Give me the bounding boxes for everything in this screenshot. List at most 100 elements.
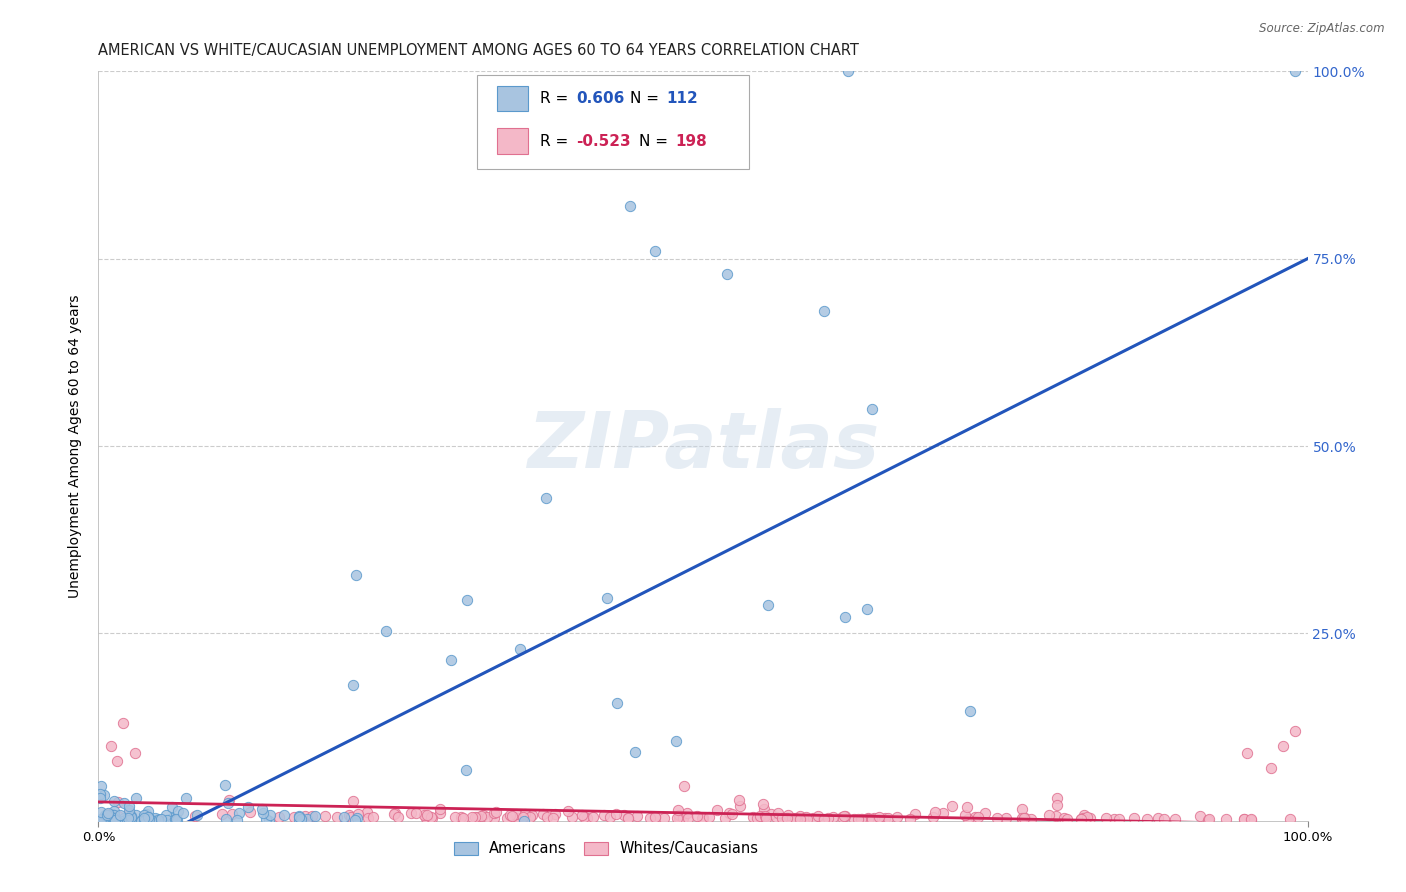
Point bbox=[103, 812, 125, 826]
Point bbox=[165, 812, 187, 826]
Point bbox=[1236, 746, 1258, 760]
Point bbox=[1146, 811, 1168, 825]
Point bbox=[665, 734, 688, 748]
Point bbox=[499, 808, 522, 822]
Point bbox=[416, 808, 439, 822]
Point bbox=[617, 811, 640, 825]
Point bbox=[1215, 812, 1237, 826]
Point bbox=[250, 802, 273, 816]
Point bbox=[513, 814, 536, 828]
Point bbox=[904, 806, 927, 821]
Point bbox=[477, 810, 499, 824]
Point bbox=[742, 810, 765, 824]
Point bbox=[186, 807, 208, 822]
Point bbox=[592, 808, 614, 822]
Point bbox=[713, 812, 735, 826]
Point bbox=[1070, 812, 1092, 826]
Point bbox=[817, 811, 839, 825]
Point bbox=[956, 800, 979, 814]
Point bbox=[844, 812, 866, 826]
Point bbox=[290, 813, 312, 827]
Point bbox=[100, 807, 122, 822]
Point bbox=[644, 810, 666, 824]
Point bbox=[172, 806, 194, 821]
Point bbox=[221, 807, 243, 822]
Point bbox=[160, 811, 183, 825]
Point bbox=[301, 809, 323, 823]
Point bbox=[252, 805, 274, 820]
Point bbox=[160, 800, 183, 814]
Point bbox=[94, 807, 117, 822]
Point bbox=[1038, 808, 1060, 822]
Point bbox=[875, 811, 897, 825]
Point bbox=[257, 814, 280, 828]
Point bbox=[125, 808, 148, 822]
Point bbox=[856, 812, 879, 826]
Point bbox=[832, 808, 855, 822]
Point bbox=[638, 811, 661, 825]
Point bbox=[534, 491, 557, 506]
Point bbox=[596, 591, 619, 606]
Point bbox=[337, 808, 360, 822]
Point bbox=[571, 807, 593, 822]
Point bbox=[118, 806, 141, 821]
Point bbox=[900, 812, 922, 826]
Point bbox=[866, 812, 889, 826]
Point bbox=[456, 593, 478, 607]
Point bbox=[813, 304, 835, 318]
Point bbox=[453, 811, 475, 825]
Point bbox=[801, 811, 824, 825]
Point bbox=[115, 814, 138, 828]
Point bbox=[90, 805, 112, 820]
Point bbox=[103, 811, 125, 825]
Point bbox=[165, 812, 187, 826]
Point bbox=[1240, 813, 1263, 827]
Point bbox=[706, 804, 728, 818]
Point bbox=[716, 267, 738, 281]
Point bbox=[768, 806, 790, 821]
Point bbox=[134, 808, 156, 822]
Point bbox=[986, 811, 1008, 825]
Point bbox=[966, 810, 988, 824]
Point bbox=[1071, 812, 1094, 826]
Point bbox=[776, 812, 799, 826]
Point bbox=[413, 808, 436, 822]
Point bbox=[294, 808, 316, 822]
Point bbox=[166, 814, 188, 828]
Point bbox=[132, 811, 155, 825]
Point bbox=[1189, 809, 1212, 823]
Text: AMERICAN VS WHITE/CAUCASIAN UNEMPLOYMENT AMONG AGES 60 TO 64 YEARS CORRELATION C: AMERICAN VS WHITE/CAUCASIAN UNEMPLOYMENT… bbox=[98, 43, 859, 58]
Point bbox=[626, 808, 648, 822]
Point bbox=[1014, 811, 1036, 825]
Point bbox=[759, 807, 782, 822]
Point bbox=[813, 812, 835, 826]
Point bbox=[90, 812, 112, 826]
Point bbox=[1095, 811, 1118, 825]
Point bbox=[765, 810, 787, 824]
Point bbox=[956, 812, 979, 826]
Point bbox=[644, 244, 666, 259]
Point bbox=[384, 805, 406, 820]
Point bbox=[1108, 812, 1130, 826]
Point bbox=[342, 677, 364, 691]
Point bbox=[794, 810, 817, 824]
Point bbox=[515, 807, 537, 822]
Point bbox=[605, 806, 627, 821]
Point bbox=[96, 807, 118, 822]
Point bbox=[868, 810, 890, 824]
Point bbox=[96, 808, 118, 822]
Point bbox=[87, 813, 110, 827]
Point bbox=[108, 808, 131, 822]
Point bbox=[148, 812, 170, 826]
Point bbox=[1011, 812, 1033, 826]
Point bbox=[347, 807, 370, 822]
Point bbox=[485, 805, 508, 819]
Point bbox=[501, 809, 523, 823]
Point bbox=[1272, 739, 1295, 753]
Point bbox=[1278, 813, 1301, 827]
Bar bbox=[498, 86, 527, 112]
Point bbox=[90, 813, 112, 827]
Point bbox=[124, 814, 146, 828]
Point bbox=[107, 808, 129, 822]
Point bbox=[837, 64, 859, 78]
